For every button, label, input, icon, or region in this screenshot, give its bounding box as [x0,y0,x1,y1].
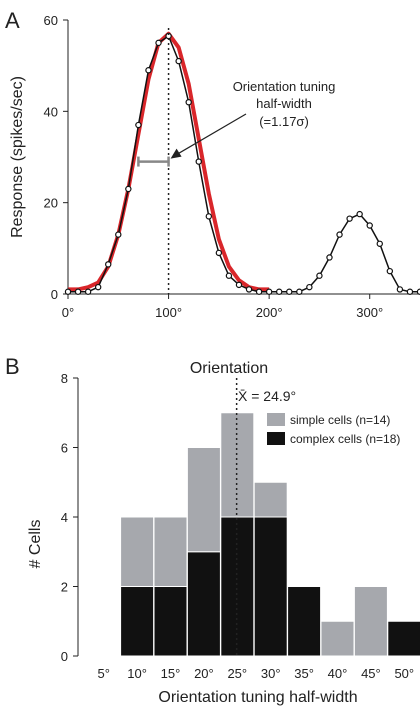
y-tick-label: 0 [61,649,68,664]
panel-b-y-axis-label: # Cells [27,520,44,569]
annotation-line-2: half-width [256,96,312,111]
data-point [376,240,383,247]
data-point [185,98,192,106]
mean-label: X̄ = 24.9° [238,388,296,404]
data-point [406,288,414,295]
x-tick-label: 200° [256,305,283,320]
annotation-line-3: (=1.17σ) [259,114,309,129]
data-point [255,288,263,295]
data-point [205,213,212,220]
bar-simple [253,481,288,518]
x-tick-label: 30° [261,666,281,681]
panel-a-plot [64,28,420,295]
x-tick-label: 10° [127,666,147,681]
bar-simple [186,447,221,553]
y-tick-label: 8 [61,371,68,386]
tuning-halfwidth-annotation: Orientation tuning half-width (=1.17σ) [233,79,336,129]
y-tick-label: 2 [61,580,68,595]
bar-simple [353,586,388,657]
x-tick-label: 0° [62,305,74,320]
data-point [135,121,142,129]
data-point [225,272,233,279]
data-point [125,185,132,193]
data-point [235,281,243,289]
panel-b-label: B [5,354,20,379]
data-point [115,231,122,238]
data-point [366,222,373,229]
legend-swatch-simple [267,413,285,426]
data-point [276,288,283,295]
annotation-line-1: Orientation tuning [233,79,336,94]
data-point [94,283,102,291]
y-tick-label: 20 [44,196,58,211]
bar-simple [153,516,188,587]
bar-complex [120,586,155,657]
data-point [286,288,293,295]
data-point [74,288,82,295]
x-tick-label: 35° [294,666,314,681]
y-tick-label: 0 [51,287,58,302]
x-tick-label: 50° [394,666,414,681]
annotation-arrow-line [176,113,247,156]
bar-complex [220,516,255,657]
y-tick-label: 40 [44,104,58,119]
bar-complex [287,586,322,657]
x-tick-label: 20° [194,666,214,681]
data-point [64,288,72,295]
x-tick-label: 45° [361,666,381,681]
bar-complex [153,586,188,657]
panel-a-x-axis-label: Orientation [190,360,268,377]
panel-a-y-axis: 0 20 40 60 [44,13,69,302]
y-tick-label: 6 [61,441,68,456]
x-tick-label: 100° [155,305,182,320]
legend-label-simple: simple cells (n=14) [290,413,390,427]
data-point [346,215,353,222]
data-point [326,254,333,261]
panel-a-label: A [5,8,20,33]
data-point [336,231,343,238]
x-tick-label: 5° [97,666,109,681]
data-point [145,67,152,74]
y-tick-label: 60 [44,13,58,28]
legend-swatch-complex [267,432,285,445]
bar-complex [186,551,221,657]
x-tick-label: 25° [227,666,247,681]
panel-b-x-axis-label: Orientation tuning half-width [158,689,357,706]
panel-a-y-axis-label: Response (spikes/sec) [9,76,26,238]
data-point [356,210,363,218]
data-point [386,267,394,275]
data-point [316,272,323,279]
bar-complex [253,516,288,657]
bar-simple [120,516,155,587]
measured-response-line [68,35,420,293]
data-point [215,249,223,257]
x-tick-label: 300° [356,305,383,320]
panel-a-chart: 0 20 40 60 0° 100° 200° 300° Response (spikes/… [9,13,420,377]
data-point [306,283,313,291]
legend-label-complex: complex cells (n=18) [290,432,400,446]
data-point [175,57,182,65]
x-tick-label: 15° [161,666,181,681]
panel-a-x-axis: 0° 100° 200° 300° [62,293,420,320]
bar-complex [387,620,420,657]
data-point [296,288,303,295]
annotation-arrow-head [170,148,182,159]
y-tick-label: 4 [61,510,68,525]
data-point [195,158,202,165]
bar-simple [320,620,355,657]
panel-b-chart: 0 2 4 6 8 5° 10° 15° 20° 25° 30° 35° 40° 45° 50° X̄ =… [27,371,420,706]
data-point [84,288,92,295]
data-point [245,286,253,293]
data-point [396,286,404,293]
data-point [105,261,112,268]
panel-b-y-axis: 0 2 4 6 8 [61,371,79,664]
data-point [265,288,273,295]
panel-b-x-axis: 5° 10° 15° 20° 25° 30° 35° 40° 45° 50° [97,666,414,681]
panel-b-bars [120,412,420,657]
panel-b-legend: simple cells (n=14) complex cells (n=18) [267,413,400,446]
x-tick-label: 40° [328,666,348,681]
data-point [155,39,162,47]
